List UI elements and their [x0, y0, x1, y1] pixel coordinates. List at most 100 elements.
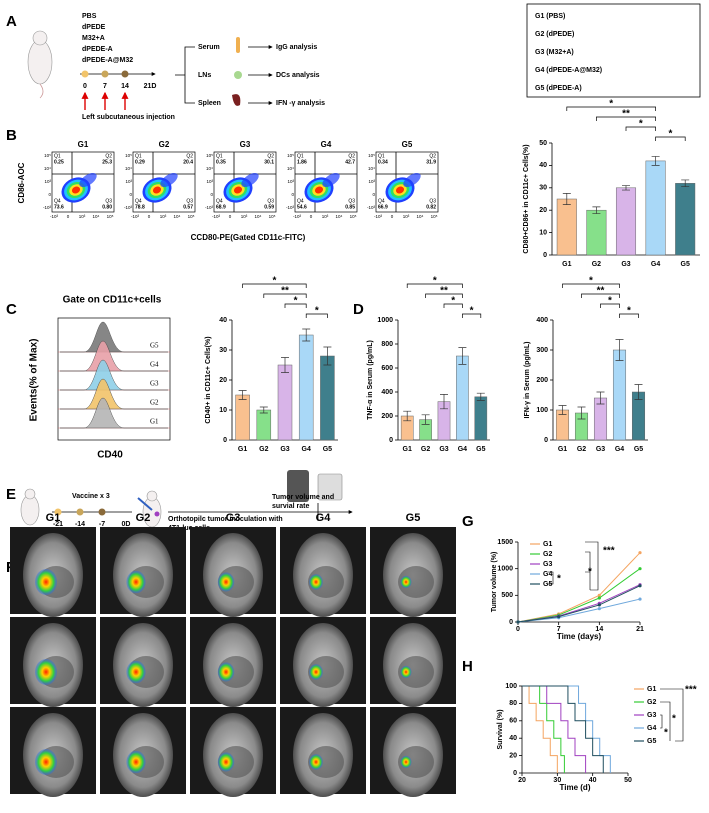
y-tick-label: 30: [539, 185, 547, 192]
quadrant-value: 68.9: [216, 204, 226, 210]
population: [241, 172, 259, 188]
x-tick-label: G1: [403, 446, 412, 453]
error-bar: [592, 206, 601, 214]
point: [638, 567, 642, 571]
error-bar: [238, 390, 247, 400]
bar: [256, 409, 272, 441]
error-bar: [615, 339, 624, 361]
y-tick-label: 20: [539, 207, 547, 214]
luminescence: [217, 662, 235, 682]
x-tick-label: 10³: [403, 214, 410, 219]
column-title: G3: [226, 512, 241, 524]
survival-curve: [522, 685, 604, 773]
quadrant-name: Q1: [54, 153, 61, 159]
track-label: G1: [150, 418, 159, 426]
error-bar: [596, 391, 605, 405]
significance-bracket: [581, 293, 620, 298]
tissue-label: Spleen: [198, 100, 221, 107]
error-bar: [302, 328, 311, 342]
legend-entry: G4: [647, 725, 656, 732]
y-tick-label: 20: [509, 752, 517, 759]
point: [597, 596, 601, 600]
bar: [320, 355, 335, 441]
luminescence: [400, 755, 412, 769]
y-tick-label: 0: [509, 619, 513, 626]
x-tick-label: G5: [323, 446, 332, 453]
error-bar: [562, 193, 571, 205]
series-line: [517, 598, 641, 623]
caliper-icon: [317, 473, 343, 501]
luminescence: [217, 752, 235, 772]
significance-bracket: [284, 303, 307, 308]
bar: [675, 183, 696, 256]
x-tick-label: 0: [391, 214, 394, 219]
x-tick-label: G3: [621, 261, 630, 268]
point: [597, 603, 601, 607]
axis-label: Events(% of Max): [29, 339, 40, 422]
y-tick-label: 10³: [44, 179, 51, 184]
group-name: M32+A: [82, 35, 105, 42]
bar: [615, 187, 637, 256]
legend-entry: G1 (PBS): [535, 13, 565, 20]
point: [638, 597, 642, 601]
panel-letter: D: [353, 301, 364, 318]
x-tick-label: 10⁴: [255, 214, 262, 219]
y-tick-label: 10⁵: [287, 153, 294, 158]
population: [79, 172, 97, 188]
group-name: dPEDE: [82, 24, 106, 31]
y-tick-label: 40: [509, 735, 517, 742]
track-label: G5: [150, 342, 159, 350]
y-axis-label: Tumor volume (%): [491, 552, 498, 613]
significance-bracket: [406, 283, 463, 288]
x-tick-label: G1: [558, 446, 567, 453]
quadrant-value: 0.80: [102, 204, 112, 210]
x-tick-label: G2: [577, 446, 586, 453]
quadrant-name: Q4: [135, 198, 142, 204]
luminescence: [309, 664, 323, 680]
panel-letter: A: [6, 13, 17, 30]
bracket: [548, 571, 554, 585]
panel-letter: C: [6, 301, 17, 318]
significance-bracket: [443, 303, 463, 308]
point: [638, 584, 642, 588]
error-bar: [681, 179, 690, 188]
y-tick-label: 10⁵: [125, 153, 132, 158]
x-tick-label: 30: [553, 777, 561, 784]
y-tick-label: 0: [513, 770, 517, 777]
legend-entry: G4 (dPEDE-A@M32): [535, 67, 602, 74]
luminescence: [309, 574, 323, 590]
legend-entry: G2 (dPEDE): [535, 31, 574, 38]
quadrant-name: Q3: [105, 198, 112, 204]
plot-title: G1: [78, 140, 89, 149]
y-tick-label: 40: [539, 162, 547, 169]
analysis-label: IFN -γ analysis: [276, 100, 325, 107]
quadrant-name: Q2: [429, 153, 436, 159]
x-tick-label: G2: [259, 446, 268, 453]
x-tick-label: G4: [302, 446, 311, 453]
vaccine-label: Vaccine x 3: [72, 493, 110, 500]
mouse-icon: [27, 30, 53, 99]
column-title: G1: [46, 512, 61, 524]
x-tick-label: G4: [458, 446, 467, 453]
injection-label: Left subcutaneous injection: [82, 114, 175, 121]
x-tick-label: G1: [562, 261, 571, 268]
timeline-label: 0: [83, 83, 87, 90]
y-tick-label: 30: [219, 347, 227, 354]
y-tick-label: 50: [539, 140, 547, 147]
legend-entry: G5 (dPEDE-A): [535, 85, 582, 92]
quadrant-value: 20.4: [183, 159, 193, 165]
legend-entry: G3: [543, 561, 552, 568]
readout-label-box: Tumor volume and survial rate: [272, 494, 334, 510]
error-bar: [458, 347, 467, 365]
x-tick-label: 10⁵: [188, 214, 195, 219]
significance-bracket: [462, 313, 482, 318]
quadrant-value: 0.34: [378, 159, 388, 165]
spleen-icon: [232, 94, 241, 106]
x-tick-label: 0: [516, 626, 520, 633]
x-tick-label: -10³: [212, 214, 221, 219]
significance-label: *: [470, 306, 474, 317]
tube-icon: [236, 37, 240, 53]
quadrant-value: 0.82: [426, 204, 436, 210]
error-bar: [281, 357, 289, 373]
y-tick-label: 0: [129, 192, 132, 197]
